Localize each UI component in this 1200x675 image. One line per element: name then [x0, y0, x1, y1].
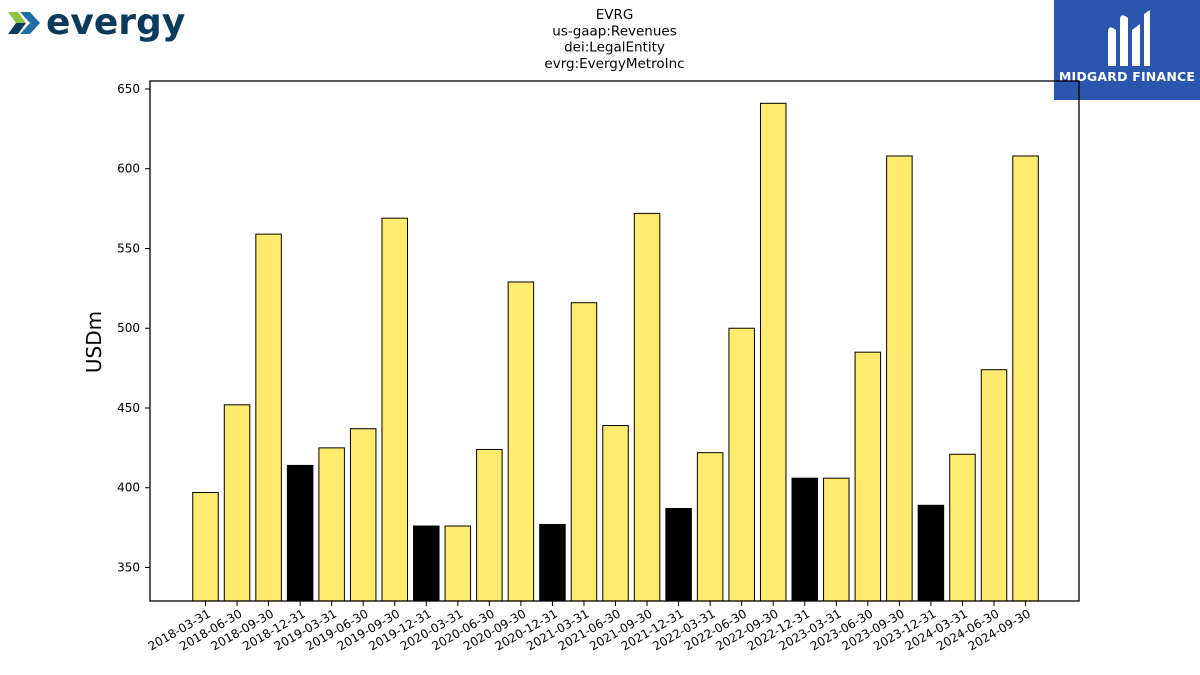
bar — [854, 351, 882, 602]
chart-title-line: us-gaap:Revenues — [552, 23, 677, 39]
midgard-monogram-icon — [1108, 10, 1150, 66]
y-tick-label: 450 — [117, 401, 140, 415]
bar — [633, 212, 661, 602]
bar — [665, 507, 692, 602]
y-tick-label: 550 — [117, 241, 140, 255]
bar — [507, 281, 535, 602]
midgard-finance-logo: MIDGARD FINANCE — [1054, 0, 1200, 100]
x-axis: 2018-03-312018-06-302018-09-302018-12-31… — [146, 601, 1033, 653]
bar — [349, 428, 377, 602]
evergy-logo-chevron-blue — [20, 12, 40, 34]
midgard-finance-wordmark: MIDGARD FINANCE — [1058, 69, 1196, 84]
plot-frame — [149, 80, 1080, 602]
bar — [696, 452, 724, 602]
bar — [823, 477, 850, 602]
evergy-logo: evergy — [8, 4, 185, 43]
y-axis: 350 400 450 500 550 600 650 — [117, 82, 150, 575]
bar — [381, 217, 408, 602]
y-axis-label: USDm — [82, 311, 106, 373]
evergy-logo-chevron-green — [8, 12, 26, 23]
bar — [286, 464, 314, 602]
y-tick-label: 600 — [117, 162, 140, 176]
chart-title-line: EVRG — [596, 7, 634, 23]
evergy-logo-chevron-dark — [8, 23, 26, 34]
y-tick-label: 350 — [117, 561, 140, 575]
chart-title-line: evrg:EvergyMetroInc — [544, 56, 684, 72]
bar — [444, 525, 472, 602]
bar — [476, 448, 503, 602]
bar — [791, 477, 819, 602]
bar — [539, 523, 566, 602]
bar — [949, 453, 976, 602]
y-tick-label: 400 — [117, 481, 140, 495]
bar — [413, 525, 440, 602]
bar — [192, 492, 219, 602]
bar — [917, 504, 945, 602]
bar — [223, 404, 251, 602]
bar — [318, 447, 345, 602]
chart-title: EVRGus-gaap:Revenuesdei:LegalEntityevrg:… — [544, 7, 684, 72]
bar — [886, 155, 913, 602]
bar — [570, 302, 598, 602]
bar — [255, 233, 282, 602]
bar — [980, 369, 1008, 602]
bar-series — [192, 102, 1039, 602]
bar — [1012, 155, 1039, 602]
bar — [759, 102, 787, 602]
chart-title-line: dei:LegalEntity — [564, 40, 665, 56]
bar — [602, 425, 629, 602]
y-tick-label: 500 — [117, 321, 140, 335]
bar — [728, 327, 755, 602]
evergy-logo-text: evergy — [46, 4, 185, 43]
y-tick-label: 650 — [117, 82, 140, 96]
